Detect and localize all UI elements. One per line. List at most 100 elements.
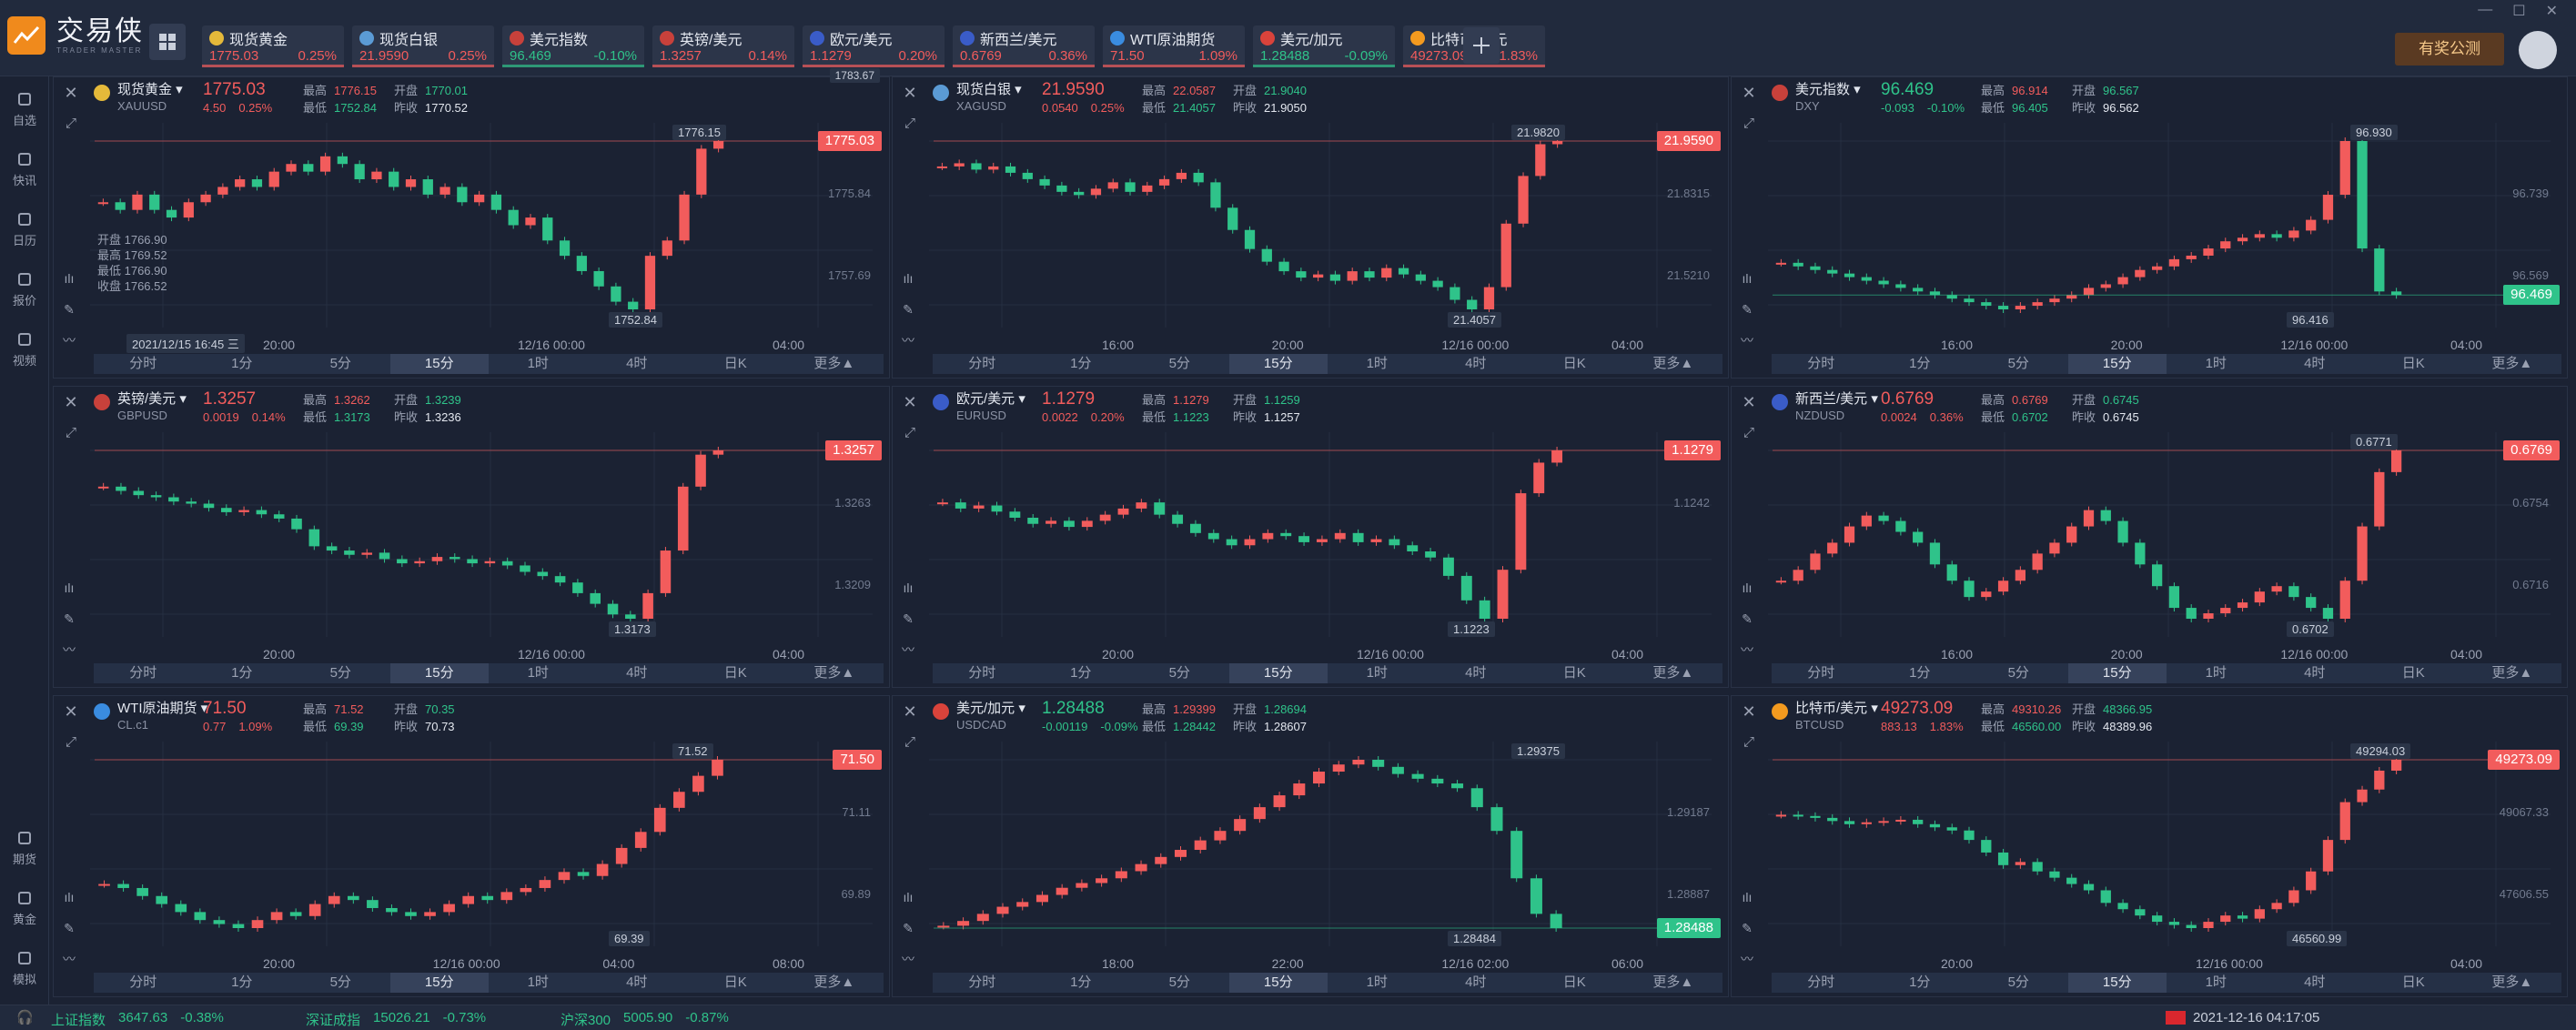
promo-banner[interactable]: 有奖公测 <box>2395 33 2504 66</box>
candlestick-chart[interactable] <box>1732 696 2569 998</box>
timeframe-1[interactable]: 1分 <box>231 974 253 990</box>
line-chart-icon[interactable]: 〰 <box>1741 333 1753 348</box>
headset-icon[interactable]: 🎧 <box>16 1010 34 1025</box>
index-ticker-0[interactable]: 上证指数 3647.63 -0.38% <box>51 1010 224 1029</box>
timeframe-2[interactable]: 5分 <box>329 356 351 371</box>
indicator-icon[interactable]: ılı <box>1742 890 1753 904</box>
close-panel-icon[interactable]: ✕ <box>903 702 917 721</box>
layout-grid-button[interactable] <box>149 24 186 60</box>
timeframe-0[interactable]: 分时 <box>968 356 996 371</box>
sidebar-item-gold[interactable]: 黄金 <box>0 883 49 934</box>
timeframe-6[interactable]: 日K <box>1562 356 1586 371</box>
tab-0[interactable]: 现货黄金 1775.03 0.25% <box>202 25 344 67</box>
timeframe-3[interactable]: 15分 <box>389 973 489 993</box>
timeframe-4[interactable]: 1时 <box>2205 974 2227 990</box>
indicator-icon[interactable]: ılı <box>903 271 914 286</box>
chart-panel-cl-c1[interactable]: ✕ ⤢ WTI原油期货 ▾ CL.c1 71.50 0.77 1.09% 最高 71.… <box>53 695 890 997</box>
sidebar-item-news[interactable]: 快讯 <box>0 144 49 195</box>
line-chart-icon[interactable]: 〰 <box>1741 952 1753 966</box>
tab-3[interactable]: 英镑/美元 1.3257 0.14% <box>652 25 794 67</box>
more-timeframes-button[interactable]: 更多▲ <box>813 665 855 681</box>
pen-icon[interactable]: ✎ <box>1742 921 1753 935</box>
tab-6[interactable]: WTI原油期货 71.50 1.09% <box>1103 25 1245 67</box>
timeframe-0[interactable]: 分时 <box>1807 974 1835 990</box>
candlestick-chart[interactable] <box>893 696 1730 998</box>
pen-icon[interactable]: ✎ <box>903 921 914 935</box>
sidebar-item-quote[interactable]: 报价 <box>0 264 49 315</box>
timeframe-3[interactable]: 15分 <box>1228 973 1328 993</box>
more-timeframes-button[interactable]: 更多▲ <box>813 356 855 371</box>
expand-icon[interactable]: ⤢ <box>65 425 76 440</box>
timeframe-1[interactable]: 1分 <box>1070 665 1092 681</box>
timeframe-3[interactable]: 15分 <box>2067 663 2167 683</box>
timeframe-5[interactable]: 4时 <box>2304 974 2326 990</box>
pen-icon[interactable]: ✎ <box>64 302 75 317</box>
expand-icon[interactable]: ⤢ <box>65 734 76 750</box>
close-panel-icon[interactable]: ✕ <box>903 393 917 411</box>
timeframe-3[interactable]: 15分 <box>1228 663 1328 683</box>
tab-1[interactable]: 现货白银 21.9590 0.25% <box>352 25 494 67</box>
timeframe-3[interactable]: 15分 <box>1228 354 1328 374</box>
timeframe-6[interactable]: 日K <box>2401 356 2425 371</box>
close-panel-icon[interactable]: ✕ <box>1742 393 1756 411</box>
instrument-selector[interactable]: 现货黄金 ▾ <box>117 82 183 97</box>
timeframe-2[interactable]: 5分 <box>1168 356 1190 371</box>
sidebar-item-bookmark[interactable]: 自选 <box>0 84 49 135</box>
sidebar-item-simulate[interactable]: 模拟 <box>0 943 49 994</box>
pen-icon[interactable]: ✎ <box>903 302 914 317</box>
timeframe-1[interactable]: 1分 <box>1909 974 1931 990</box>
instrument-selector[interactable]: 欧元/美元 ▾ <box>956 391 1025 407</box>
timeframe-1[interactable]: 1分 <box>1070 356 1092 371</box>
timeframe-4[interactable]: 1时 <box>527 356 549 371</box>
minimize-icon[interactable]: — <box>2478 2 2493 17</box>
expand-icon[interactable]: ⤢ <box>1743 734 1754 750</box>
pen-icon[interactable]: ✎ <box>1742 611 1753 626</box>
tab-5[interactable]: 新西兰/美元 0.6769 0.36% <box>953 25 1095 67</box>
timeframe-6[interactable]: 日K <box>723 356 747 371</box>
timeframe-4[interactable]: 1时 <box>527 665 549 681</box>
expand-icon[interactable]: ⤢ <box>1743 425 1754 440</box>
instrument-selector[interactable]: 美元指数 ▾ <box>1795 82 1861 97</box>
index-ticker-2[interactable]: 沪深300 5005.90 -0.87% <box>561 1010 729 1029</box>
timeframe-0[interactable]: 分时 <box>1807 665 1835 681</box>
timeframe-6[interactable]: 日K <box>723 974 747 990</box>
more-timeframes-button[interactable]: 更多▲ <box>2491 665 2533 681</box>
timeframe-4[interactable]: 1时 <box>1366 356 1388 371</box>
candlestick-chart[interactable] <box>1732 387 2569 689</box>
pen-icon[interactable]: ✎ <box>903 611 914 626</box>
timeframe-6[interactable]: 日K <box>1562 665 1586 681</box>
timeframe-2[interactable]: 5分 <box>1168 665 1190 681</box>
indicator-icon[interactable]: ılı <box>903 581 914 595</box>
timeframe-1[interactable]: 1分 <box>231 665 253 681</box>
pen-icon[interactable]: ✎ <box>64 921 75 935</box>
timeframe-5[interactable]: 4时 <box>1465 356 1487 371</box>
close-panel-icon[interactable]: ✕ <box>64 84 78 102</box>
candlestick-chart[interactable] <box>54 77 891 379</box>
timeframe-2[interactable]: 5分 <box>2007 974 2029 990</box>
chart-panel-btcusd[interactable]: ✕ ⤢ 比特币/美元 ▾ BTCUSD 49273.09 883.13 1.83% … <box>1731 695 2568 997</box>
chart-panel-xagusd[interactable]: ✕ ⤢ 现货白银 ▾ XAGUSD 21.9590 0.0540 0.25% 最高 2… <box>892 76 1729 379</box>
chart-panel-gbpusd[interactable]: ✕ ⤢ 英镑/美元 ▾ GBPUSD 1.3257 0.0019 0.14% 最高 1… <box>53 386 890 688</box>
timeframe-5[interactable]: 4时 <box>1465 974 1487 990</box>
timeframe-0[interactable]: 分时 <box>1807 356 1835 371</box>
timeframe-5[interactable]: 4时 <box>1465 665 1487 681</box>
timeframe-6[interactable]: 日K <box>2401 665 2425 681</box>
timeframe-0[interactable]: 分时 <box>968 974 996 990</box>
line-chart-icon[interactable]: 〰 <box>63 642 76 657</box>
tab-2[interactable]: 美元指数 96.469 -0.10% <box>502 25 644 67</box>
more-timeframes-button[interactable]: 更多▲ <box>2491 974 2533 990</box>
timeframe-0[interactable]: 分时 <box>129 665 157 681</box>
indicator-icon[interactable]: ılı <box>64 581 75 595</box>
add-tab-button[interactable] <box>1463 27 1500 64</box>
line-chart-icon[interactable]: 〰 <box>1741 642 1753 657</box>
timeframe-1[interactable]: 1分 <box>1909 665 1931 681</box>
timeframe-2[interactable]: 5分 <box>329 665 351 681</box>
expand-icon[interactable]: ⤢ <box>904 116 915 131</box>
line-chart-icon[interactable]: 〰 <box>63 333 76 348</box>
timeframe-0[interactable]: 分时 <box>129 974 157 990</box>
timeframe-6[interactable]: 日K <box>2401 974 2425 990</box>
chart-panel-eurusd[interactable]: ✕ ⤢ 欧元/美元 ▾ EURUSD 1.1279 0.0022 0.20% 最高 1… <box>892 386 1729 688</box>
timeframe-4[interactable]: 1时 <box>2205 665 2227 681</box>
candlestick-chart[interactable] <box>893 77 1730 379</box>
timeframe-6[interactable]: 日K <box>1562 974 1586 990</box>
